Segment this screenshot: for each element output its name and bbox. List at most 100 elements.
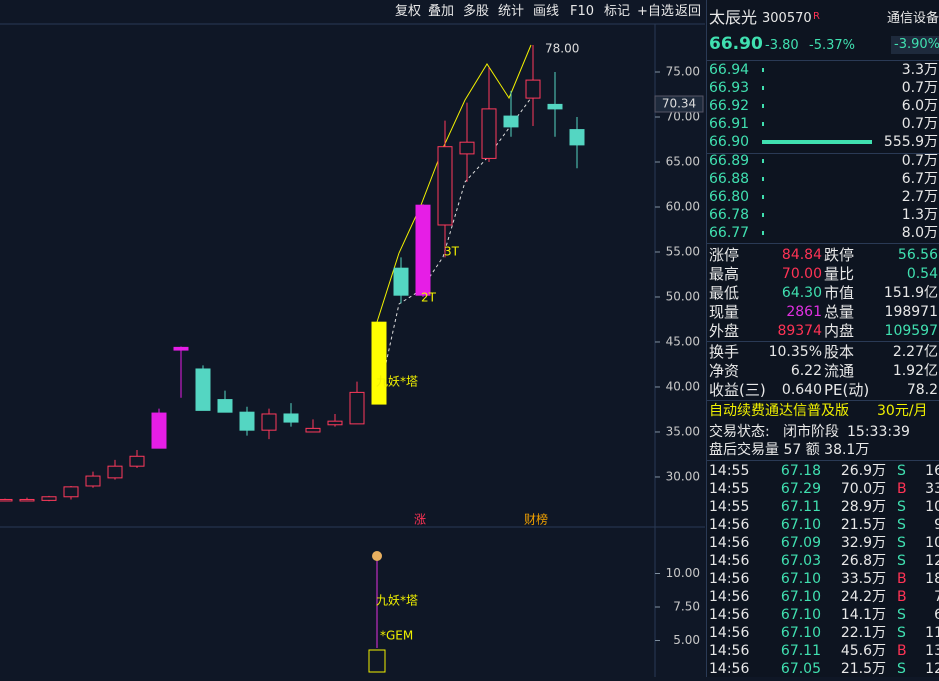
candle-body bbox=[107, 465, 123, 479]
book-volume: 6.0万 bbox=[901, 98, 938, 114]
trade-volume: 28.9万 bbox=[840, 499, 886, 515]
toolbar-button[interactable]: 多股 bbox=[463, 4, 490, 19]
trade-price: 67.11 bbox=[780, 499, 821, 515]
candle-body bbox=[305, 427, 321, 433]
candle-body bbox=[437, 146, 453, 226]
y-tick-label: 30.00 bbox=[666, 469, 700, 483]
trade-count: 10 bbox=[925, 535, 939, 551]
trade-time: 14:55 bbox=[709, 481, 750, 497]
trade-time: 14:56 bbox=[709, 517, 750, 533]
candle-body bbox=[129, 455, 145, 467]
toolbar-button[interactable]: 返回 bbox=[675, 4, 702, 19]
trade-count: 12 bbox=[925, 553, 939, 569]
book-bar bbox=[762, 86, 764, 90]
trade-volume: 26.8万 bbox=[840, 553, 886, 569]
trade-price: 67.03 bbox=[780, 553, 821, 569]
status-time: 15:33:39 bbox=[847, 424, 910, 440]
annotation: *GEM bbox=[380, 629, 413, 643]
stat-value: 10.35% bbox=[768, 344, 822, 360]
trade-volume: 21.5万 bbox=[840, 661, 886, 677]
trade-count: 18 bbox=[925, 571, 939, 587]
trade-volume: 33.5万 bbox=[840, 571, 886, 587]
book-price: 66.78 bbox=[709, 207, 750, 223]
stat-label: 收益(三) bbox=[709, 381, 766, 399]
stat-label: 总量 bbox=[824, 303, 855, 321]
toolbar-button[interactable]: 叠加 bbox=[428, 4, 455, 19]
trade-count: 16 bbox=[925, 463, 939, 479]
stock-name: 太辰光 bbox=[709, 8, 758, 27]
annotation: 财榜 bbox=[524, 512, 548, 527]
trade-time: 14:56 bbox=[709, 607, 750, 623]
trade-count: 33 bbox=[925, 481, 939, 497]
ad-price: 30元/月 bbox=[877, 403, 928, 419]
stat-value: 0.54 bbox=[906, 266, 938, 282]
stat-label: 股本 bbox=[824, 343, 855, 361]
stat-value: 64.30 bbox=[781, 285, 822, 301]
candle-body bbox=[19, 498, 35, 502]
candle-body bbox=[525, 79, 541, 99]
trade-price: 67.10 bbox=[780, 607, 821, 623]
book-price: 66.94 bbox=[709, 62, 750, 78]
toolbar-button[interactable]: 复权 bbox=[395, 4, 422, 19]
stat-label: 流通 bbox=[824, 362, 855, 380]
toolbar-button[interactable]: +自选 bbox=[637, 4, 674, 19]
chart-panel: 30.00 35.00 40.00 45.00 50.00 55.00 60.00 65.00… bbox=[0, 4, 705, 677]
trade-time: 14:56 bbox=[709, 571, 750, 587]
candle-body bbox=[283, 413, 299, 423]
book-bar bbox=[762, 195, 764, 199]
candle-body bbox=[63, 486, 79, 498]
candle-body bbox=[393, 267, 409, 296]
stat-value: 2.27亿 bbox=[892, 344, 938, 360]
trade-volume: 24.2万 bbox=[840, 589, 886, 605]
trade-side: S bbox=[897, 535, 906, 551]
industry-change: -3.90% bbox=[891, 36, 939, 54]
y-tick-label: 50.00 bbox=[666, 289, 700, 303]
book-price: 66.77 bbox=[709, 225, 750, 241]
stat-label: 最低 bbox=[709, 284, 740, 302]
y-tick-label: 55.00 bbox=[666, 244, 700, 258]
stat-label: 量比 bbox=[824, 265, 855, 283]
trade-price: 67.10 bbox=[780, 589, 821, 605]
toolbar-button[interactable]: 画线 bbox=[533, 4, 560, 19]
annotation: 九妖*塔 bbox=[376, 594, 418, 608]
separator bbox=[707, 60, 939, 61]
y-tick-label: 65.00 bbox=[666, 154, 700, 168]
after-hours: 盘后交易量 57 额 38.1万 bbox=[709, 442, 870, 458]
stat-label: 跌停 bbox=[824, 246, 855, 264]
price: 66.90 bbox=[709, 34, 763, 54]
trade-price: 67.10 bbox=[780, 571, 821, 587]
candle-body bbox=[481, 108, 497, 159]
trade-volume: 32.9万 bbox=[840, 535, 886, 551]
stat-label: PE(动) bbox=[824, 381, 870, 399]
candle-body bbox=[195, 368, 211, 411]
y-tick-label: 5.00 bbox=[673, 633, 700, 647]
trade-side: S bbox=[897, 607, 906, 623]
trade-price: 67.10 bbox=[780, 625, 821, 641]
trade-side: B bbox=[897, 481, 907, 497]
toolbar-button[interactable]: 统计 bbox=[498, 4, 525, 19]
trade-price: 67.10 bbox=[780, 517, 821, 533]
trade-count: 12 bbox=[925, 661, 939, 677]
candle-body bbox=[0, 498, 13, 502]
book-price: 66.88 bbox=[709, 171, 750, 187]
stock-tag: R bbox=[813, 11, 820, 22]
toolbar-button[interactable]: F10 bbox=[570, 4, 595, 19]
stat-value: 1.92亿 bbox=[892, 363, 938, 379]
stat-label: 外盘 bbox=[709, 322, 740, 340]
kline-chart: 30.00 35.00 40.00 45.00 50.00 55.00 60.00 65.00… bbox=[0, 23, 705, 677]
stat-value: 6.22 bbox=[790, 363, 822, 379]
stat-value: 84.84 bbox=[781, 247, 822, 263]
trade-count: 6 bbox=[707, 606, 939, 624]
stat-label: 市值 bbox=[824, 284, 855, 302]
trade-time: 14:55 bbox=[709, 499, 750, 515]
toolbar-button[interactable]: 标记 bbox=[604, 4, 631, 19]
stat-value: 56.56 bbox=[897, 247, 938, 263]
trade-time: 14:56 bbox=[709, 535, 750, 551]
stat-value: 70.00 bbox=[781, 266, 822, 282]
y-tick-label: 35.00 bbox=[666, 424, 700, 438]
book-bar bbox=[762, 231, 764, 235]
candle-body bbox=[503, 115, 519, 128]
book-volume: 3.3万 bbox=[901, 62, 938, 78]
trade-time: 14:55 bbox=[709, 463, 750, 479]
